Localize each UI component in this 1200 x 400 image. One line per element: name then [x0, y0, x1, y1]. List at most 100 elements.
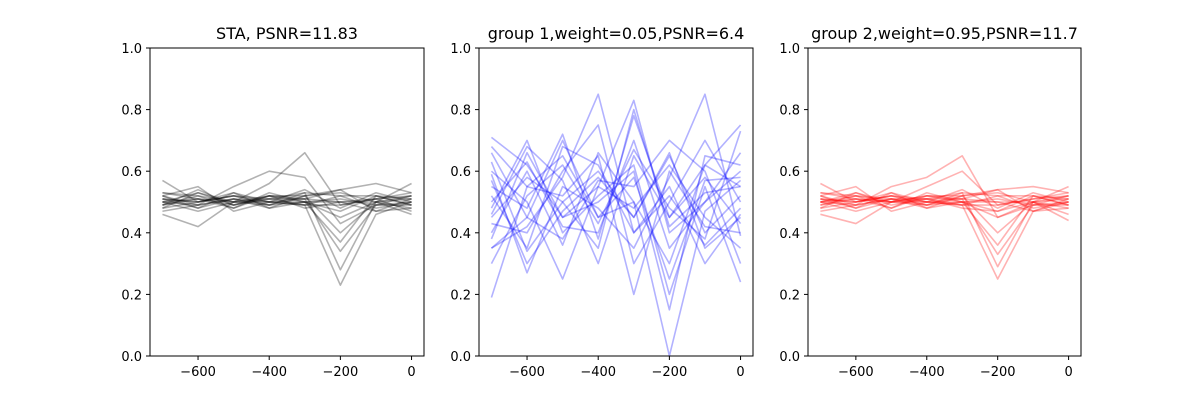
- series-line-4: [162, 191, 412, 206]
- x-tick-label: 0: [736, 365, 744, 380]
- x-tick-label: 0: [407, 365, 415, 380]
- series-line-6: [491, 114, 742, 240]
- series-line-5: [490, 155, 742, 253]
- series-line-12: [490, 145, 742, 265]
- x-tick-label: −400: [580, 365, 616, 380]
- series-line-19: [490, 151, 742, 265]
- series-line-19: [162, 182, 412, 206]
- series-line-18: [162, 195, 412, 286]
- series-line-8: [820, 182, 1069, 219]
- series-line-11: [490, 108, 741, 249]
- series-line-15: [491, 124, 742, 265]
- series-line-6: [162, 191, 412, 209]
- series-line-5: [820, 191, 1069, 213]
- series-line-14: [162, 195, 412, 234]
- y-tick-label: 0.8: [450, 104, 471, 119]
- series-line-19: [820, 191, 1069, 213]
- series-line-12: [162, 170, 412, 225]
- y-tick-label: 0.0: [779, 350, 800, 365]
- y-tick-label: 1.0: [779, 42, 800, 57]
- subplot-group-1: group 1,weight=0.05,PSNR=6.4 −600 −400 −20…: [450, 24, 754, 380]
- subplot-title: group 1,weight=0.05,PSNR=6.4: [488, 24, 745, 43]
- series-lines: [490, 93, 742, 356]
- series-line-4: [490, 139, 742, 296]
- series-line-1: [820, 195, 1069, 203]
- series-line-9: [490, 130, 742, 264]
- series-line-10: [820, 185, 1069, 213]
- series-line-7: [820, 188, 1069, 213]
- x-tick-label: −400: [251, 365, 287, 380]
- y-tick-label: 0.4: [450, 227, 471, 242]
- series-line-8: [490, 93, 742, 274]
- series-line-1: [162, 195, 412, 206]
- series-line-4: [820, 191, 1069, 206]
- series-line-17: [490, 146, 741, 296]
- x-tick-label: −600: [180, 365, 216, 380]
- series-line-16: [490, 139, 742, 249]
- series-line-17: [162, 191, 412, 271]
- series-line-9: [162, 179, 412, 219]
- series-line-7: [490, 151, 742, 356]
- y-tick-label: 0.2: [121, 288, 142, 303]
- series-line-20: [820, 195, 1069, 222]
- series-line-13: [820, 195, 1069, 234]
- series-lines: [820, 155, 1069, 280]
- x-tick-label: −600: [838, 365, 874, 380]
- series-line-3: [491, 93, 742, 249]
- series-line-20: [490, 145, 741, 265]
- series-line-11: [162, 185, 412, 213]
- series-line-13: [162, 151, 412, 206]
- y-tick-label: 0.8: [779, 104, 800, 119]
- axes-frame: [807, 47, 1082, 357]
- y-tick-label: 0.4: [121, 227, 142, 242]
- series-line-12: [820, 170, 1069, 206]
- x-tick-label: −400: [909, 365, 945, 380]
- series-line-13: [490, 151, 741, 311]
- series-line-11: [820, 155, 1069, 219]
- x-tick-label: −600: [509, 365, 545, 380]
- series-line-3: [820, 191, 1069, 209]
- subplot-group-2: group 2,weight=0.95,PSNR=11.7 −600 −400 −2…: [779, 24, 1082, 380]
- series-line-2: [820, 191, 1069, 213]
- subplot-sta: STA, PSNR=11.83 −600 −400 −200 0 0.0 0.2 0.4 0.…: [121, 24, 425, 380]
- series-line-5: [162, 191, 412, 213]
- y-tick-label: 0.6: [450, 165, 471, 180]
- subplot-title: STA, PSNR=11.83: [216, 24, 358, 43]
- series-line-14: [490, 164, 742, 280]
- series-line-1: [490, 99, 742, 234]
- y-tick-label: 1.0: [121, 42, 142, 57]
- series-line-7: [162, 188, 412, 213]
- series-line-18: [820, 185, 1069, 206]
- series-line-15: [162, 191, 412, 243]
- series-line-2: [490, 124, 742, 298]
- series-line-16: [820, 191, 1069, 268]
- x-tick-label: −200: [980, 365, 1016, 380]
- x-tick-label: −200: [323, 365, 359, 380]
- series-line-15: [820, 195, 1069, 256]
- series-line-6: [820, 191, 1069, 209]
- series-line-3: [162, 191, 412, 209]
- series-line-10: [490, 139, 742, 264]
- subplot-title: group 2,weight=0.95,PSNR=11.7: [811, 24, 1078, 43]
- y-tick-label: 0.6: [121, 165, 142, 180]
- y-tick-label: 0.0: [450, 350, 471, 365]
- series-line-20: [162, 191, 412, 213]
- series-lines: [162, 151, 412, 286]
- series-line-2: [162, 191, 412, 213]
- y-tick-label: 0.2: [450, 288, 471, 303]
- x-tick-label: −200: [652, 365, 688, 380]
- y-tick-label: 0.6: [779, 165, 800, 180]
- series-line-14: [820, 191, 1069, 246]
- series-line-17: [820, 195, 1069, 280]
- series-line-18: [490, 139, 741, 280]
- axes-frame: [149, 47, 425, 357]
- y-tick-label: 0.2: [779, 288, 800, 303]
- axes-frame: [478, 47, 754, 357]
- series-line-9: [820, 188, 1069, 225]
- series-line-10: [162, 188, 412, 228]
- y-tick-label: 1.0: [450, 42, 471, 57]
- y-tick-label: 0.8: [121, 104, 142, 119]
- series-line-8: [162, 188, 412, 212]
- series-line-16: [162, 195, 412, 253]
